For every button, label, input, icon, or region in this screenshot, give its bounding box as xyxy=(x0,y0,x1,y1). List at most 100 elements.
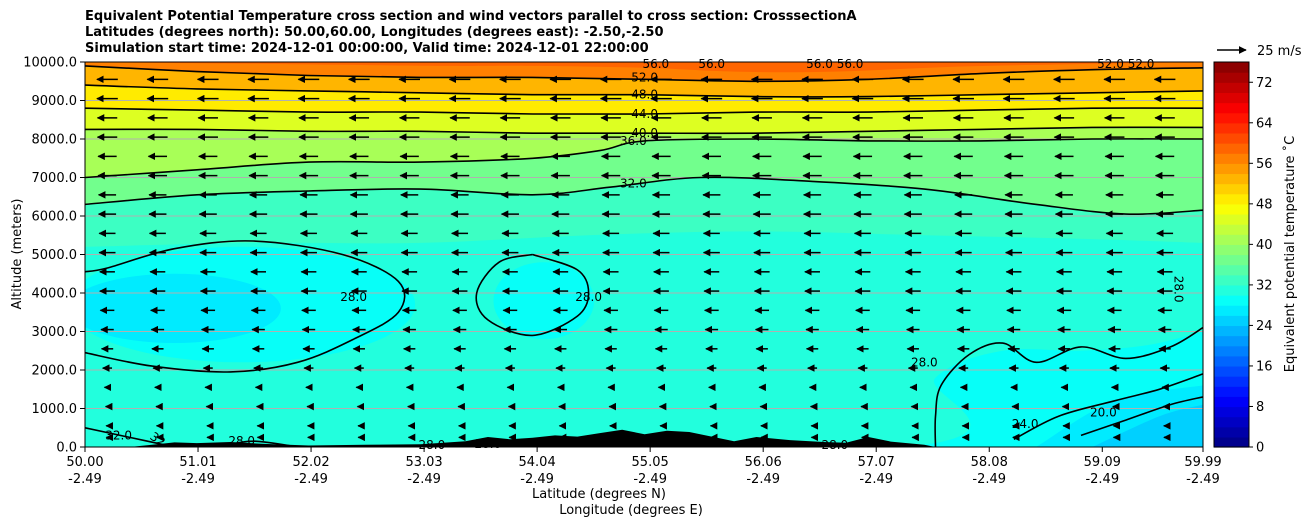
colorbar-segment xyxy=(1214,173,1249,185)
colorbar-segment xyxy=(1214,183,1249,195)
x-axis: 50.00 -2.49 51.01 -2.49 52.02 -2.49 53.03 -2.49… xyxy=(66,447,1222,487)
contour-label: 28.0 xyxy=(228,434,255,448)
contour-label-text: 28.0 xyxy=(228,434,255,448)
x-tick-label-lat: 57.07 xyxy=(858,455,895,470)
terrain xyxy=(85,429,936,447)
contour-label-text: 52.0 xyxy=(631,70,658,84)
x-tick-label-lon: -2.49 xyxy=(1085,472,1119,487)
colorbar-segment xyxy=(1214,325,1249,337)
x-tick-label-lon: -2.49 xyxy=(746,472,780,487)
colorbar-segment xyxy=(1214,122,1249,134)
contour-label: 44.0 xyxy=(631,107,658,121)
x-axis-label: Latitude (degrees N) xyxy=(532,487,666,502)
contour-label: 28.0 xyxy=(911,355,938,369)
colorbar-tick-label: 72 xyxy=(1256,76,1273,91)
contour-label: 40.0 xyxy=(631,126,658,140)
colorbar-segment xyxy=(1214,345,1249,357)
colorbar-segment xyxy=(1214,284,1249,296)
x-tick-label-lat: 58.08 xyxy=(971,455,1008,470)
contour-line xyxy=(85,240,406,373)
colorbar-segment xyxy=(1214,355,1249,367)
contour-label: 36.0 xyxy=(620,134,647,148)
contour-line xyxy=(85,107,1203,116)
fill-patch xyxy=(493,262,595,340)
colorbar-segment xyxy=(1214,244,1249,256)
x-tick-label-lat: 51.01 xyxy=(179,455,216,470)
contour-label-text: 56.0 xyxy=(698,57,725,71)
contour-label: 28.0 xyxy=(419,438,446,452)
x-tick-label-lon: -2.49 xyxy=(1186,472,1220,487)
contour-label: 56.0 56.0 xyxy=(806,57,863,71)
y-tick-label: 7000.0 xyxy=(32,171,78,186)
contour-labels: 52.0 48.0 44.0 40.036.0 32.0 28.0 28.0 28.0 24.0… xyxy=(105,57,1185,452)
colorbar-segment xyxy=(1214,274,1249,286)
wind-key: 25 m/s xyxy=(1217,44,1302,59)
contour-label: 28.0 xyxy=(821,438,848,452)
colorbar-segment xyxy=(1214,112,1249,124)
x-tick-label-lon: -2.49 xyxy=(520,472,554,487)
colorbar-segment xyxy=(1214,365,1249,377)
contour-label-text: 28.0 xyxy=(575,290,602,304)
colorbar-segment xyxy=(1214,436,1249,448)
colorbar-segment xyxy=(1214,203,1249,215)
colorbar-tick-label: 32 xyxy=(1256,278,1273,293)
colorbar-tick-label: 24 xyxy=(1256,319,1273,334)
contour-line xyxy=(85,65,1203,83)
contour-label-text: 44.0 xyxy=(631,107,658,121)
colorbar-segment xyxy=(1214,163,1249,175)
colorbar-segment xyxy=(1214,153,1249,164)
contour-label: 48.0 xyxy=(631,88,658,102)
y-tick-label: 8000.0 xyxy=(32,133,78,148)
colorbar-segment xyxy=(1214,224,1249,235)
colorbar-frame xyxy=(1213,61,1250,448)
colorbar-segment xyxy=(1214,92,1249,104)
contour-label: 24.0 xyxy=(1012,417,1039,431)
x-tick-label-lat: 50.00 xyxy=(66,455,103,470)
contour-label: 52.0 xyxy=(631,70,658,84)
colorbar-segment xyxy=(1214,102,1249,114)
y-tick-label: 0.0 xyxy=(56,441,77,456)
terrain-silhouette xyxy=(85,429,936,447)
colorbar-tick-label: 56 xyxy=(1256,157,1273,172)
colorbar-segment xyxy=(1214,62,1249,73)
colorbar-segment xyxy=(1214,132,1249,144)
contour-label-text: 20.0 xyxy=(1090,405,1117,419)
contour-label: 56.0 xyxy=(698,57,725,71)
x-tick-label-lon: -2.49 xyxy=(407,472,441,487)
y-tick-label: 10000.0 xyxy=(23,56,77,71)
x-tick-label-lat: 55.05 xyxy=(632,455,669,470)
contour-label-text: 56.0 xyxy=(642,57,669,71)
contour-line xyxy=(85,176,1203,216)
colorbar-tick-label: 40 xyxy=(1256,238,1273,253)
colorbar-segment xyxy=(1214,295,1249,306)
colorbar-segment xyxy=(1214,193,1249,205)
contour-label: 32.0 xyxy=(620,176,647,190)
contour-label-text: 56.0 56.0 xyxy=(806,57,863,71)
colorbar-segment xyxy=(1214,82,1249,93)
colorbar-tick-label: 16 xyxy=(1256,359,1273,374)
title-line-2: Latitudes (degrees north): 50.00,60.00, … xyxy=(85,25,664,40)
colorbar-segment xyxy=(1214,305,1249,316)
colorbar-segment xyxy=(1214,72,1249,83)
colorbar-segment xyxy=(1214,386,1249,397)
contour-label-text: 48.0 xyxy=(631,88,658,102)
colorbar-segment xyxy=(1214,213,1249,225)
contour-line xyxy=(1080,396,1203,437)
contour-label-text: 28.0 xyxy=(1171,276,1185,303)
title-line-3: Simulation start time: 2024-12-01 00:00:… xyxy=(85,41,649,56)
colorbar-segment xyxy=(1214,315,1249,327)
contour-label: 28.0 xyxy=(575,290,602,304)
contour-label-text: 28.0 xyxy=(419,438,446,452)
contour-label-text: 52.0 52.0 xyxy=(1097,57,1154,71)
y-tick-label: 2000.0 xyxy=(32,364,78,379)
x-tick-label-lat: 54.04 xyxy=(519,455,556,470)
contour-label: 56.0 xyxy=(642,57,669,71)
contour-label-text: 24.0 xyxy=(1012,417,1039,431)
x-axis-label-2: Longitude (degrees E) xyxy=(559,503,703,518)
colorbar: 0 8 16 24 32 40 48 56 64 72 xyxy=(1213,61,1273,456)
contour-label-text: 40.0 xyxy=(631,126,658,140)
contour-label: 52.0 52.0 xyxy=(1097,57,1154,71)
wind-key-label: 25 m/s xyxy=(1257,44,1302,59)
y-tick-label: 3000.0 xyxy=(32,325,78,340)
colorbar-label: Equivalent potential temperature ˚C xyxy=(1282,136,1298,372)
